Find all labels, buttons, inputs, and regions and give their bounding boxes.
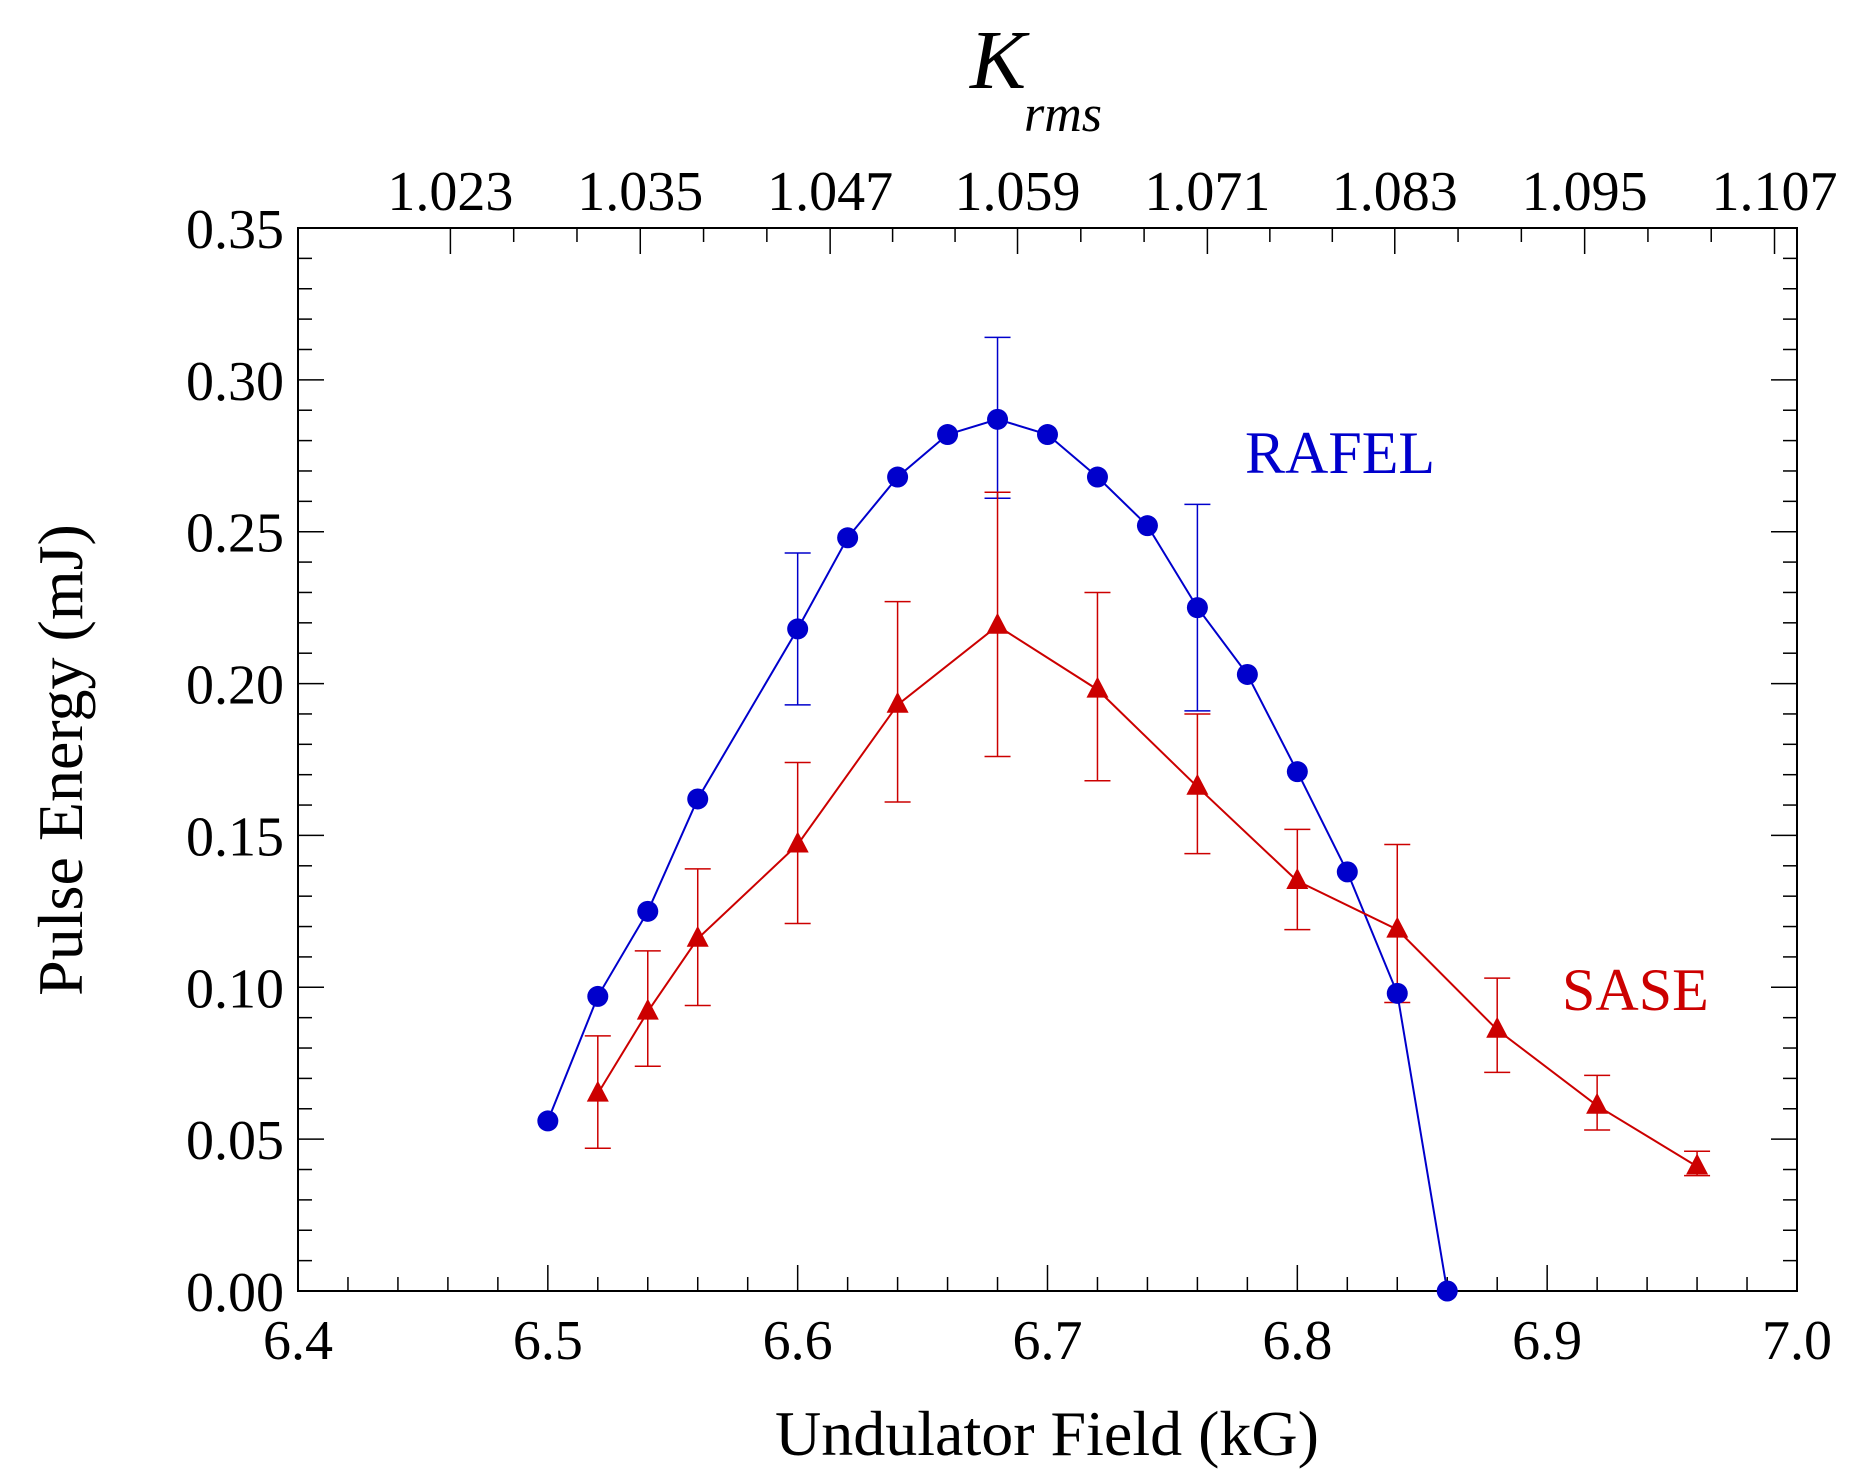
- x-tick-label: 6.7: [1013, 1310, 1083, 1372]
- series-markers: [537, 408, 1709, 1302]
- y-tick-label: 0.15: [186, 806, 284, 868]
- ticks: [297, 227, 1798, 1292]
- rafel-data-point: [987, 408, 1009, 430]
- y-tick-label: 0.25: [186, 503, 284, 565]
- rafel-label: RAFEL: [1245, 420, 1435, 486]
- x-tick-label: 6.6: [763, 1310, 833, 1372]
- sase-data-point: [1286, 868, 1309, 889]
- y-tick-label: 0.10: [186, 958, 284, 1020]
- rafel-data-point: [687, 788, 709, 810]
- y-tick-label: 0.20: [186, 655, 284, 717]
- rafel-data-point: [937, 424, 959, 446]
- rafel-data-point: [1236, 663, 1258, 685]
- top-axis-title: K: [969, 14, 1030, 107]
- rafel-data-point: [787, 618, 809, 640]
- sase-data-point: [1586, 1092, 1609, 1114]
- x-tick-label: 6.8: [1262, 1310, 1332, 1372]
- top-tick-label: 1.107: [1712, 161, 1838, 223]
- x-tick-label: 6.4: [263, 1310, 333, 1372]
- axes: [297, 227, 1798, 1292]
- sase-label: SASE: [1562, 957, 1709, 1023]
- top-tick-label: 1.035: [577, 161, 703, 223]
- sase-data-point: [986, 612, 1009, 634]
- x-tick-label: 7.0: [1762, 1310, 1832, 1372]
- rafel-data-point: [1286, 761, 1308, 783]
- rafel-data-point: [1186, 597, 1208, 619]
- rafel-series-line: [546, 418, 1449, 1292]
- series-lines: [546, 418, 1698, 1292]
- y-tick-label: 0.30: [186, 351, 284, 413]
- top-axis-title-subscript: rms: [1024, 86, 1102, 143]
- rafel-data-point: [1037, 424, 1058, 446]
- error-bars: [584, 336, 1711, 1177]
- y-tick-label: 0.05: [186, 1110, 284, 1172]
- sase-data-point: [1086, 676, 1109, 698]
- top-tick-label: 1.047: [767, 161, 893, 223]
- top-tick-label: 1.023: [387, 161, 513, 223]
- top-tick-label: 1.059: [955, 161, 1081, 223]
- sase-data-point: [886, 691, 909, 713]
- sase-data-point: [586, 1080, 609, 1102]
- sase-series-line: [596, 624, 1698, 1168]
- y-axis-title: Pulse Energy (mJ): [25, 524, 96, 996]
- rafel-data-point: [837, 527, 859, 549]
- rafel-data-point: [587, 985, 609, 1007]
- rafel-data-point: [1136, 515, 1158, 537]
- y-tick-label: 0.00: [186, 1262, 284, 1324]
- rafel-data-point: [637, 900, 659, 922]
- rafel-data-point: [1086, 466, 1108, 488]
- y-tick-label: 0.35: [186, 199, 284, 261]
- rafel-data-point: [1436, 1280, 1458, 1302]
- sase-data-point: [1386, 916, 1409, 938]
- sase-data-point: [686, 925, 709, 947]
- top-tick-label: 1.071: [1144, 161, 1270, 223]
- rafel-data-point: [1386, 982, 1408, 1004]
- labels: 6.4 6.5 6.6 6.7 6.8 6.9 7.0 0.00 0.05 0.10 0.15 0.2…: [186, 161, 1838, 1372]
- sase-data-point: [636, 998, 659, 1020]
- plot-frame: [297, 227, 1798, 1292]
- top-tick-label: 1.083: [1332, 161, 1458, 223]
- sase-data-point: [1186, 773, 1209, 795]
- sase-data-point: [1686, 1153, 1709, 1175]
- sase-data-point: [1486, 1016, 1509, 1038]
- top-tick-label: 1.095: [1522, 161, 1648, 223]
- rafel-data-point: [887, 466, 909, 488]
- rafel-data-point: [537, 1110, 559, 1132]
- x-tick-label: 6.5: [513, 1310, 583, 1372]
- sase-data-point: [786, 831, 809, 853]
- x-axis-title: Undulator Field (kG): [775, 1398, 1319, 1469]
- x-tick-label: 6.9: [1512, 1310, 1582, 1372]
- rafel-data-point: [1336, 861, 1358, 883]
